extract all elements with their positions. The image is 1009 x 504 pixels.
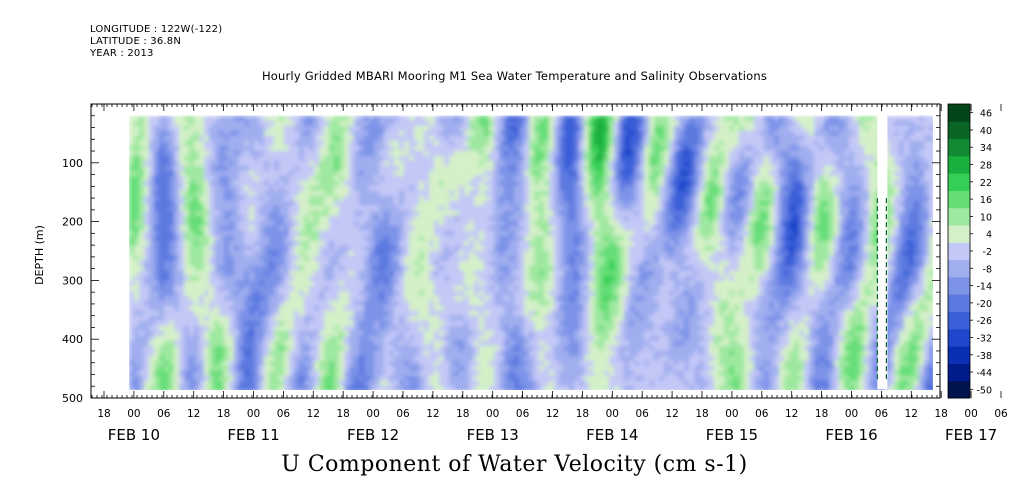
x-hour-tick-label: 06 [157,408,171,420]
colorbar-label: 34 [980,143,992,154]
colorbar-label: 10 [980,212,992,223]
y-tick-label: 400 [62,333,83,346]
x-hour-tick-label: 00 [606,408,619,420]
colorbar-label: 22 [980,178,992,189]
x-hour-tick-label: 18 [576,408,589,420]
x-hour-tick-label: 12 [665,408,678,420]
y-tick-label: 500 [62,392,83,405]
colorbar-label: -50 [976,385,992,396]
x-hour-tick-label: 00 [725,408,738,420]
x-axis: 18 00 06 12 18 00 06 12 18 00 06 12 18 00 06 12 18 00 06 12… [97,104,1008,444]
x-hour-tick-label: 18 [695,408,708,420]
colorbar-swatch [948,104,970,122]
x-day-label: FEB 13 [467,426,519,444]
chart-title: Hourly Gridded MBARI Mooring M1 Sea Wate… [261,69,768,83]
colorbar-label: -14 [976,282,992,293]
colorbar-swatch [948,259,970,278]
x-hour-tick-label: 00 [247,408,260,420]
x-hour-tick-label: 00 [127,408,140,420]
x-hour-tick-label: 06 [636,408,650,420]
x-hour-tick-label: 06 [994,408,1008,420]
x-day-label: FEB 12 [347,426,399,444]
colorbar-swatch [948,190,970,209]
x-hour-tick-label: 18 [815,408,828,420]
colorbar-swatch [948,380,970,399]
x-hour-tick-label: 06 [875,408,889,420]
colorbar-swatch [948,294,970,313]
colorbar-swatch [948,207,970,226]
x-hour-tick-label: 12 [426,408,439,420]
colorbar-label: -32 [976,333,992,344]
colorbar-label: -26 [976,316,992,327]
x-day-label: FEB 17 [945,426,997,444]
colorbar-swatch [948,173,970,191]
colorbar-swatch [948,328,970,347]
x-hour-tick-label: 12 [187,408,200,420]
y-tick-label: 100 [62,157,83,170]
x-hour-tick-label: 06 [396,408,410,420]
colorbar-label: 40 [980,126,992,137]
axes [90,103,941,399]
colorbar-label: -20 [976,299,992,310]
year-label: YEAR : 2013 [90,48,154,59]
x-hour-tick-label: 18 [337,408,350,420]
x-hour-tick-label: 00 [486,408,499,420]
colorbar-swatch [948,276,970,295]
longitude-label: LONGITUDE : 122W(-122) [90,24,223,35]
colorbar-label: 46 [980,109,992,120]
x-hour-tick-label: 12 [307,408,320,420]
x-hour-tick-label: 18 [97,408,110,420]
colorbar-label: -2 [983,247,992,258]
y-axis-label: DEPTH (m) [33,225,46,285]
latitude-label: LATITUDE : 36.8N [90,36,182,47]
x-day-label: FEB 16 [825,426,877,444]
x-hour-tick-label: 12 [785,408,798,420]
y-tick-label: 200 [62,216,83,229]
x-hour-tick-label: 12 [546,408,559,420]
colorbar: 46 40 34 28 22 16 10 4 -2 -8 -14 -20 -26 -32 -38 -44 -50 [947,103,992,399]
colorbar-swatch [948,225,970,243]
x-day-label: FEB 11 [227,426,279,444]
variable-title: U Component of Water Velocity (cm s-1) [281,452,748,477]
y-axis: 100 200 300 400 500 [62,103,940,405]
x-hour-tick-label: 06 [277,408,291,420]
colorbar-label: -38 [976,351,992,362]
colorbar-label: -44 [976,368,992,379]
colorbar-swatch [948,363,970,382]
x-hour-tick-label: 06 [755,408,769,420]
colorbar-swatch [948,311,970,330]
x-hour-tick-label: 18 [935,408,948,420]
x-hour-tick-label: 00 [964,408,977,420]
x-day-label: FEB 15 [706,426,758,444]
x-hour-tick-label: 06 [516,408,530,420]
colorbar-swatch [948,138,970,157]
colorbar-swatch [948,242,970,261]
heatmap-field [129,115,933,390]
colorbar-label: 28 [980,161,992,172]
x-day-label: FEB 14 [586,426,638,444]
colorbar-swatch [948,346,970,364]
colorbar-label: 16 [980,195,992,206]
x-hour-tick-label: 12 [905,408,918,420]
x-hour-tick-label: 00 [845,408,858,420]
x-hour-tick-label: 18 [217,408,230,420]
x-hour-tick-label: 00 [366,408,379,420]
colorbar-label: -8 [983,264,992,275]
colorbar-label: 4 [986,230,992,241]
colorbar-swatch [948,155,970,174]
x-hour-tick-label: 18 [456,408,469,420]
colorbar-swatch [948,121,970,140]
x-day-label: FEB 10 [108,426,160,444]
y-tick-label: 300 [62,274,83,287]
